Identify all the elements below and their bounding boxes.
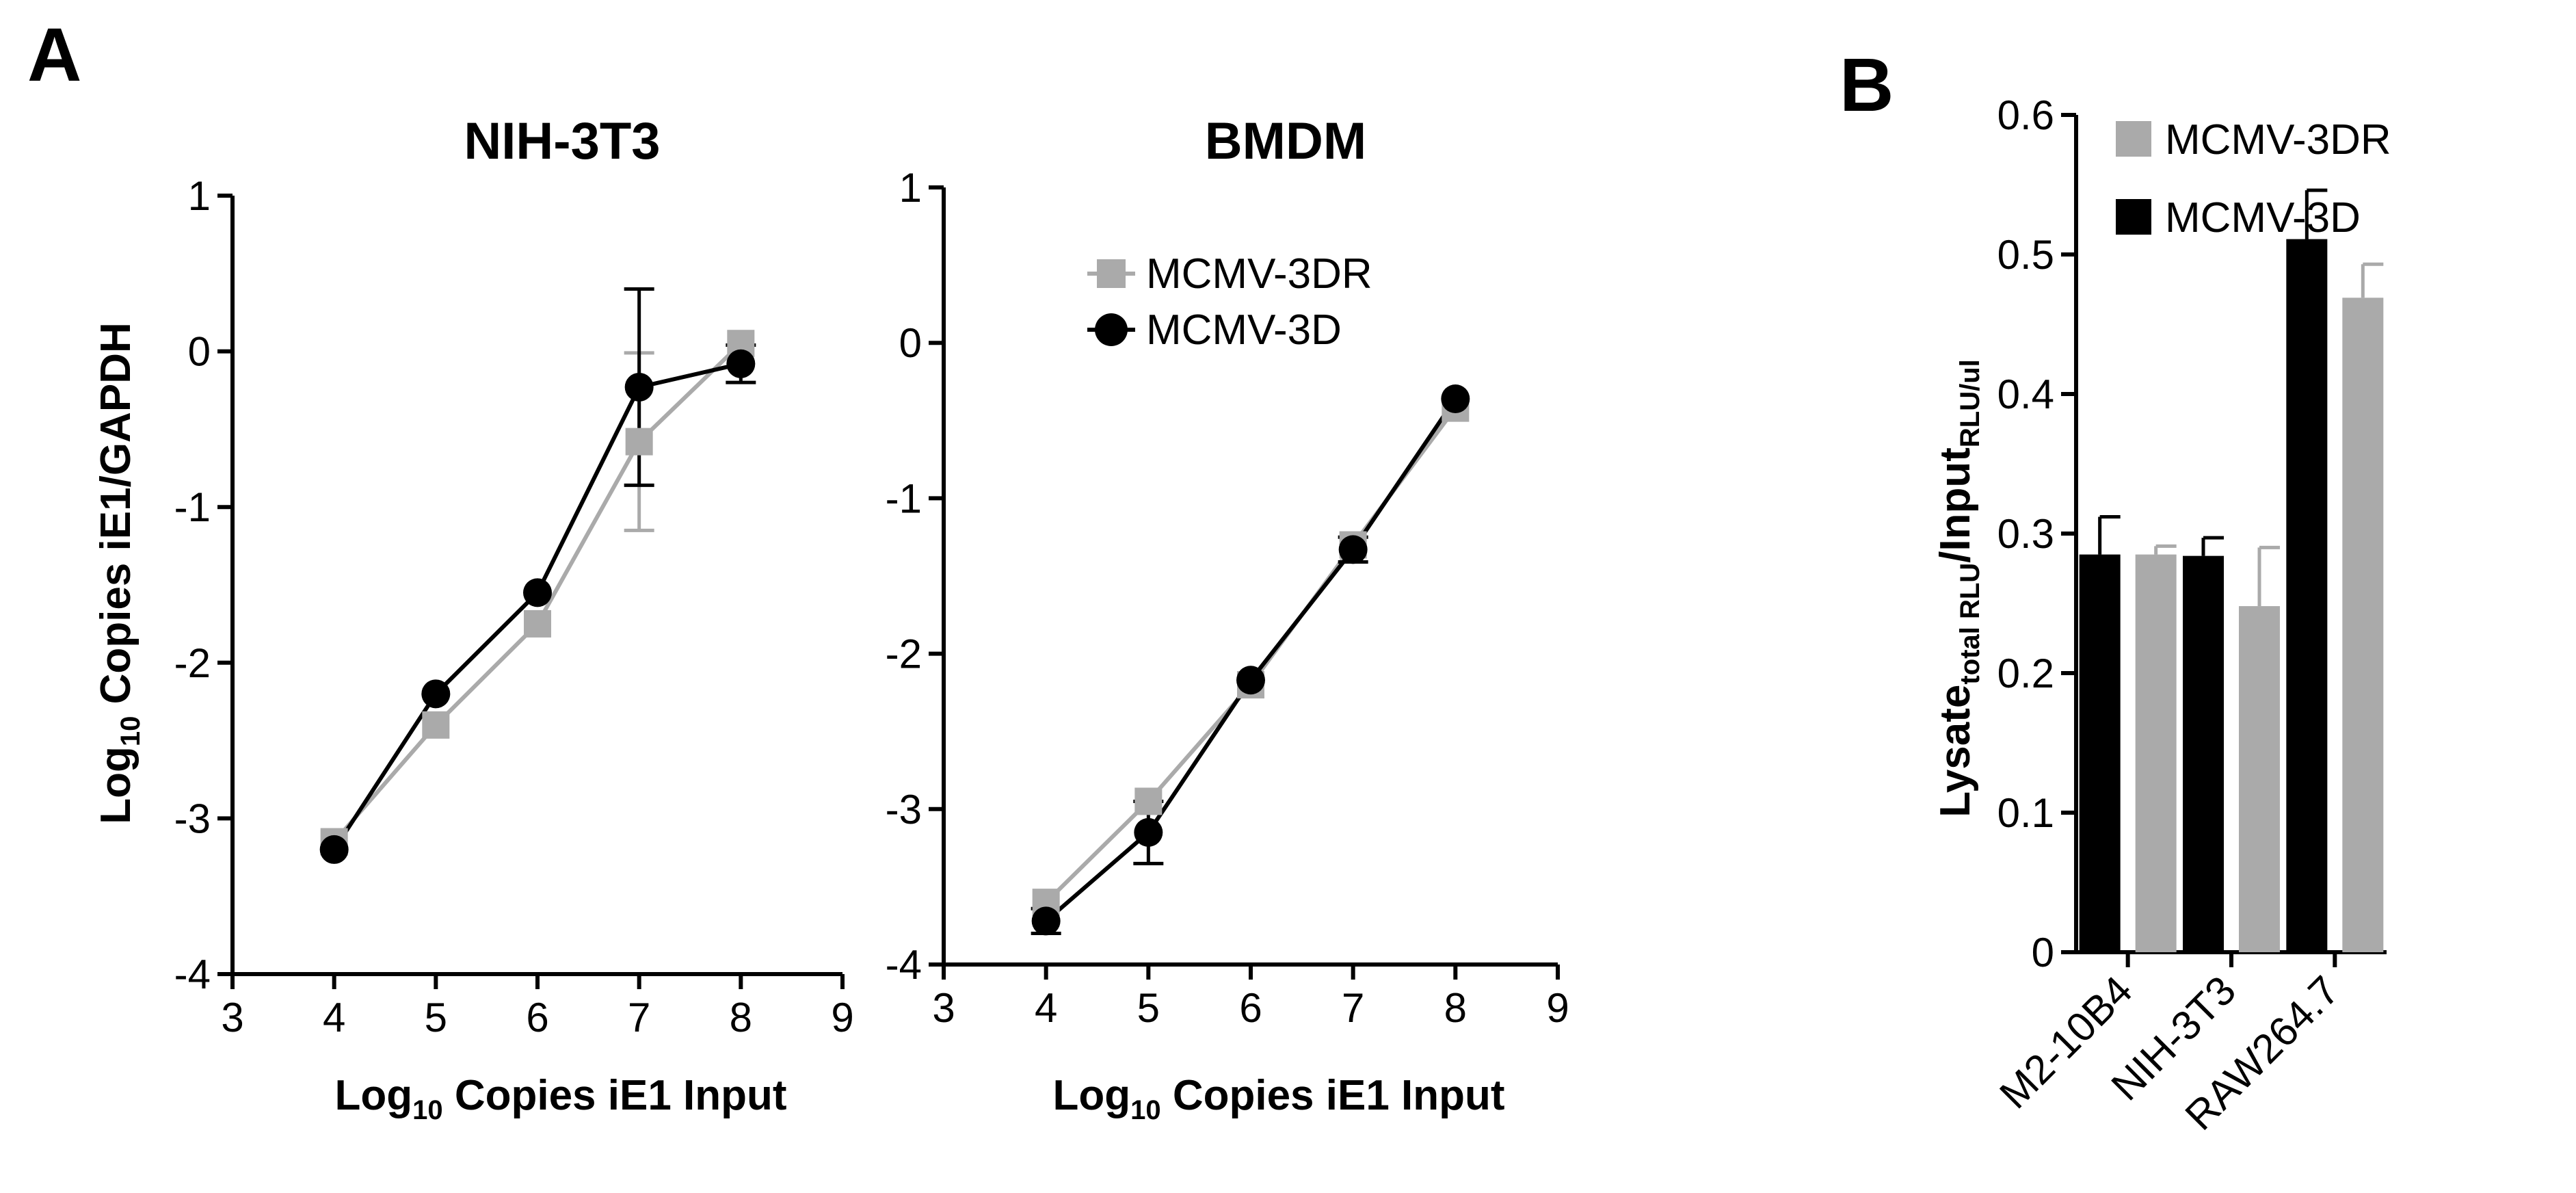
chart3-mcmv-3d-bar-m2-10b4 bbox=[2079, 554, 2121, 952]
chart2-mcmv-3d-point bbox=[1134, 817, 1163, 847]
chart1-mcmv-3d-point bbox=[421, 679, 451, 709]
chart2-x-tick-label: 7 bbox=[1342, 985, 1364, 1031]
chart1-x-tick-label: 6 bbox=[526, 995, 548, 1040]
chart2-y-tick-label: -1 bbox=[886, 475, 922, 521]
panel-label-a: A bbox=[27, 13, 81, 97]
chart1-mcmv-3dr-point bbox=[422, 711, 450, 739]
panel-label-b: B bbox=[1840, 43, 1894, 127]
chart2-mcmv-3d-point bbox=[1031, 906, 1061, 936]
chart2-x-tick-label: 5 bbox=[1137, 985, 1160, 1031]
chart1-y-tick-label: -3 bbox=[174, 796, 211, 841]
bar-legend-label-mcmv-3d: MCMV-3D bbox=[2165, 194, 2361, 241]
chart3-y-tick-label: 0.1 bbox=[1997, 790, 2054, 836]
chart1-mcmv-3d-point bbox=[523, 578, 552, 607]
bar-legend-swatch-mcmv-3dr bbox=[2116, 121, 2151, 157]
chart2-mcmv-3dr-line bbox=[1044, 406, 1457, 904]
chart1-x-tick-label: 4 bbox=[323, 995, 345, 1040]
chart2-y-tick-label: 1 bbox=[899, 165, 922, 211]
chart3-mcmv-3dr-bar-m2-10b4 bbox=[2135, 554, 2177, 952]
chart1-x-tick-label: 9 bbox=[831, 995, 853, 1040]
chart2-mcmv-3dr-point bbox=[1134, 787, 1163, 815]
chart1-mcmv-3dr-point bbox=[625, 428, 653, 456]
legend-label-mcmv-3dr: MCMV-3DR bbox=[1146, 250, 1372, 298]
chart1-mcmv-3dr-point bbox=[524, 609, 551, 638]
chart2-mcmv-3d-point bbox=[1236, 666, 1265, 695]
chart1-x-tick-label: 5 bbox=[425, 995, 447, 1040]
chart2-mcmv-3d-point bbox=[1441, 384, 1470, 413]
chart3-y-tick-label: 0 bbox=[2032, 930, 2054, 975]
chart2-x-tick-label: 8 bbox=[1444, 985, 1467, 1031]
chart1-mcmv-3d-point bbox=[319, 835, 349, 864]
chart1-y-tick-label: -4 bbox=[174, 952, 211, 997]
chart1-y-axis-label: Log10 Copies iE1/GAPDH bbox=[92, 322, 146, 824]
chart2-x-tick-label: 9 bbox=[1546, 985, 1569, 1031]
chart2-y-tick-label: -4 bbox=[886, 942, 922, 988]
chart2-x-tick-label: 6 bbox=[1239, 985, 1262, 1031]
legend-label-mcmv-3d: MCMV-3D bbox=[1146, 306, 1342, 354]
chart1-y-tick-label: 1 bbox=[188, 173, 211, 219]
bar-legend-swatch-mcmv-3d bbox=[2116, 199, 2151, 235]
chart2-x-tick-label: 3 bbox=[932, 985, 955, 1031]
nih3t3-line-chart: NIH-3T3 -4 -3 -2 -1 0 1 3 4 5 6 7 8 9 Log10 Copies i… bbox=[92, 112, 854, 1125]
chart1-mcmv-3d-point bbox=[726, 349, 756, 378]
chart1-x-axis-label: Log10 Copies iE1 Input bbox=[334, 1072, 786, 1125]
chart2-y-tick-label: -3 bbox=[886, 787, 922, 833]
chart3-y-tick-label: 0.2 bbox=[1997, 651, 2054, 696]
chart2-mcmv-3d-point bbox=[1338, 535, 1368, 564]
chart2-title: BMDM bbox=[1205, 112, 1366, 170]
chart3-mcmv-3dr-bar-nih-3t3 bbox=[2239, 606, 2280, 952]
chart1-y-tick-label: 0 bbox=[188, 329, 211, 375]
chart3-legend: MCMV-3DR MCMV-3D bbox=[2116, 116, 2391, 241]
chart1-x-tick-label: 3 bbox=[221, 995, 243, 1040]
chart3-mcmv-3dr-bar-raw264-7 bbox=[2342, 298, 2384, 952]
chart1-marks bbox=[319, 287, 756, 864]
chart1-x-tick-label: 8 bbox=[730, 995, 752, 1040]
chart2-axes: -4 -3 -2 -1 0 1 3 4 5 6 7 8 9 bbox=[886, 165, 1569, 1031]
chart1-title: NIH-3T3 bbox=[464, 112, 660, 170]
legend-marker-mcmv-3d bbox=[1095, 313, 1128, 346]
chart3-y-axis-label: Lysatetotal RLU/InputRLU/ul bbox=[1932, 359, 1985, 817]
chart3-mcmv-3d-bar-nih-3t3 bbox=[2183, 555, 2224, 952]
chart3-mcmv-3d-bar-raw264-7 bbox=[2286, 239, 2328, 952]
chart1-x-tick-label: 7 bbox=[628, 995, 650, 1040]
chart3-y-tick-label: 0.6 bbox=[1997, 92, 2054, 138]
chart2-legend: MCMV-3DR MCMV-3D bbox=[1087, 250, 1372, 354]
chart1-y-tick-label: -1 bbox=[174, 484, 211, 530]
chart3-marks bbox=[2079, 188, 2384, 952]
lysate-bar-chart: 00.10.20.30.40.50.6M2-10B4NIH-3T3RAW264.… bbox=[1932, 92, 2391, 1139]
bmdm-line-chart: BMDM -4 -3 -2 -1 0 1 3 4 5 6 7 8 9 Log10 Copies iE1 … bbox=[886, 112, 1569, 1125]
chart2-x-tick-label: 4 bbox=[1035, 985, 1057, 1031]
chart1-y-tick-label: -2 bbox=[174, 640, 211, 686]
chart3-y-tick-label: 0.3 bbox=[1997, 511, 2054, 557]
chart2-y-tick-label: 0 bbox=[899, 320, 922, 366]
legend-marker-mcmv-3dr bbox=[1097, 259, 1126, 288]
chart3-y-tick-label: 0.4 bbox=[1997, 371, 2054, 417]
bar-legend-label-mcmv-3dr: MCMV-3DR bbox=[2165, 116, 2391, 163]
chart3-category-label: M2-10B4 bbox=[1991, 967, 2141, 1118]
chart2-x-axis-label: Log10 Copies iE1 Input bbox=[1052, 1072, 1504, 1125]
chart3-y-tick-label: 0.5 bbox=[1997, 232, 2054, 278]
chart2-y-tick-label: -2 bbox=[886, 631, 922, 677]
chart2-marks bbox=[1031, 384, 1470, 936]
chart1-mcmv-3d-point bbox=[624, 372, 654, 402]
chart1-axes: -4 -3 -2 -1 0 1 3 4 5 6 7 8 9 bbox=[174, 173, 854, 1040]
